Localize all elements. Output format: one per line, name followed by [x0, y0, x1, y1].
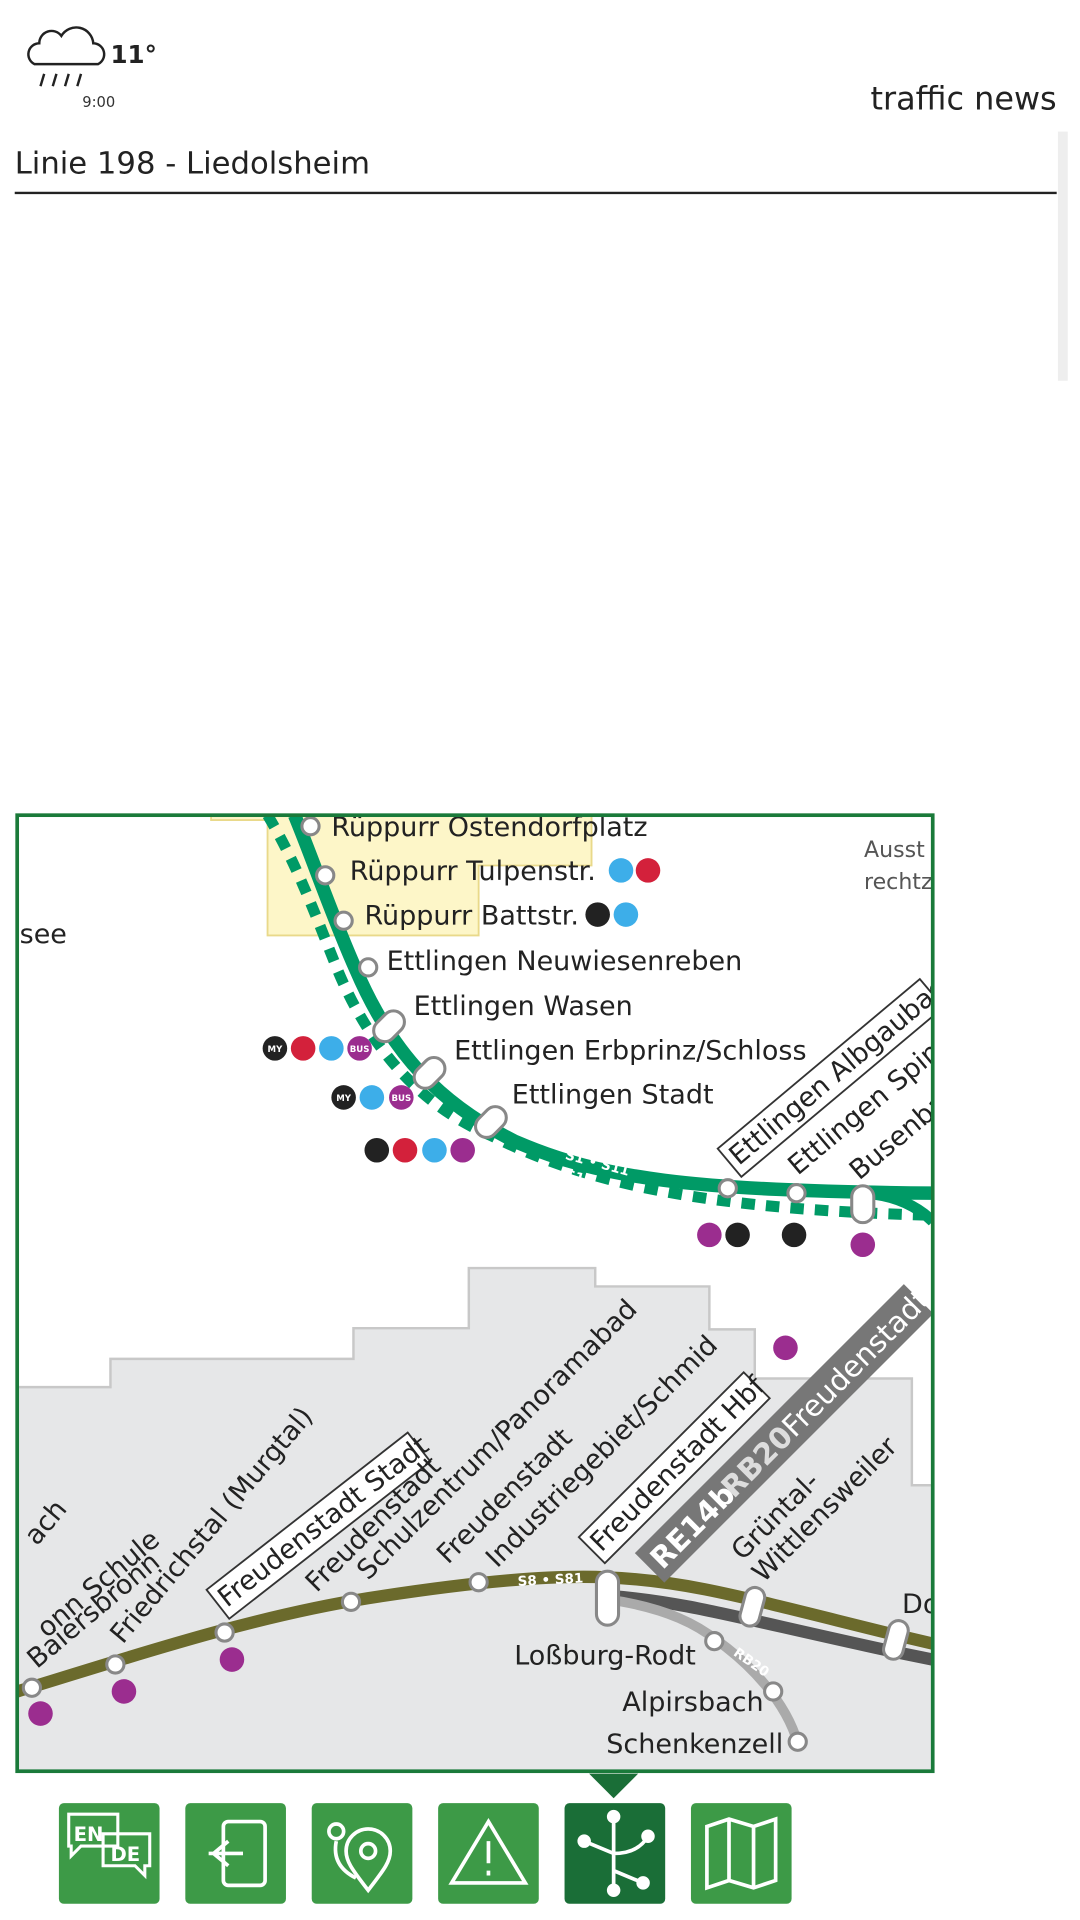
language-button[interactable]: EN DE — [58, 1803, 160, 1904]
map-label: Do — [902, 1589, 939, 1620]
map-button[interactable] — [690, 1803, 792, 1904]
map: RE14b RB20 Freudenstadt Rüppurr Ostendor… — [17, 812, 939, 1772]
map-label: Ettlingen Stadt — [512, 1080, 714, 1111]
stations — [21, 816, 910, 1752]
map-label: Ettlingen Neuwiesenreben — [387, 946, 743, 977]
map-label: S12 — [564, 1167, 596, 1190]
map-label: Ettlingen Erbprinz/Schloss — [454, 1035, 806, 1066]
forecast-time: 9:00 — [82, 94, 115, 111]
alert-button[interactable] — [438, 1803, 539, 1904]
network-button[interactable] — [564, 1803, 666, 1904]
badge: BUS — [391, 1094, 411, 1104]
map-label: Ausst — [864, 837, 925, 863]
map-label: see — [20, 919, 67, 950]
badge: BUS — [350, 1045, 370, 1055]
map-label: Rüppurr Battstr. — [365, 900, 579, 931]
scrollbar — [1057, 131, 1068, 381]
badges: MY BUS MY BUS — [28, 858, 876, 1726]
checkin-button[interactable] — [185, 1803, 286, 1904]
traffic-news-title: traffic news — [870, 80, 1056, 118]
map-label: Loßburg-Rodt — [514, 1640, 696, 1671]
badge: MY — [268, 1045, 284, 1055]
lang-de: DE — [110, 1843, 140, 1866]
map-label: Rüppurr Ostendorfplatz — [331, 812, 647, 843]
map-label: rechtz — [864, 869, 933, 895]
lang-en: EN — [74, 1823, 104, 1846]
map-frame — [15, 813, 935, 1774]
temperature: 11° — [110, 40, 156, 69]
weather-icon — [27, 26, 106, 87]
location-button[interactable] — [311, 1803, 413, 1904]
map-label: S8 • S81 — [517, 1570, 583, 1589]
map-label: Alpirsbach — [622, 1687, 763, 1718]
active-pointer — [589, 1773, 639, 1799]
map-label: Rüppurr Tulpenstr. — [350, 856, 596, 887]
map-label: Schenkenzell — [606, 1729, 783, 1760]
badge: MY — [336, 1094, 352, 1104]
line-title: Linie 198 - Liedolsheim — [15, 146, 370, 181]
map-label: Ettlingen Wasen — [414, 991, 633, 1022]
